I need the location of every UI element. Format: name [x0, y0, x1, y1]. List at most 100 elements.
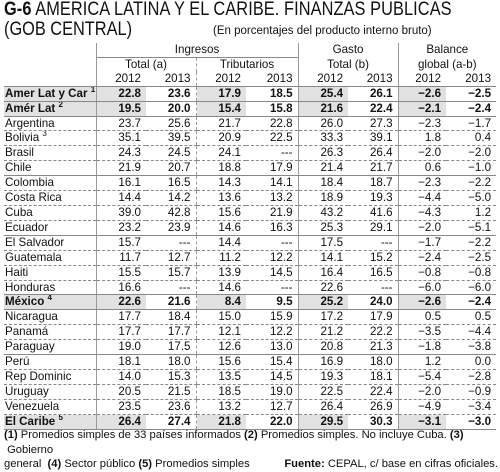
table-cell: 1.8 — [397, 130, 447, 147]
table-cell: 25.6 — [146, 116, 196, 132]
table-cell: 29.5 — [297, 414, 349, 430]
table-cell: −2.3 — [397, 175, 447, 192]
table-cell: 15.0 — [195, 309, 246, 326]
table-cell: −2.0 — [397, 145, 447, 162]
table-cell: 0.5 — [446, 309, 497, 326]
table-cell: −4.4 — [397, 190, 447, 206]
table-cell: 14.1 — [246, 175, 299, 192]
table-cell: 8.4 — [195, 294, 246, 311]
table-cell: 21.9 — [246, 205, 299, 221]
figure-title: G-6 AMERICA LATINA Y EL CARIBE. FINANZAS… — [4, 0, 452, 20]
table-cell: 14.0 — [95, 369, 146, 385]
table-cell: 39.0 — [95, 205, 146, 221]
table-cell: 16.4 — [297, 265, 349, 281]
table-cell: −3.5 — [397, 324, 447, 341]
table-row: Colombia 16.1 16.5 14.3 14.1 18.4 18.7 −2.3 −2.2 — [4, 175, 497, 192]
table-cell: 26.3 — [297, 145, 349, 162]
table-row: Perú 18.1 18.0 15.6 15.4 16.9 18.0 1.2 0.0 — [4, 354, 497, 370]
table-row: Honduras 16.6 --- 14.6 --- 22.6 --- −6.0 −6.0 — [4, 280, 497, 296]
table-cell: 15.9 — [246, 309, 299, 326]
table-cell: --- — [348, 235, 399, 251]
table-row: Paraguay 19.0 17.5 12.6 13.0 20.8 21.3 −1.8 −3.8 — [4, 339, 497, 356]
table-cell: 13.2 — [195, 399, 246, 415]
table-cell: 30.3 — [348, 414, 399, 430]
table-cell: −3.0 — [446, 414, 497, 430]
year-header: 2012 — [95, 71, 146, 87]
table-cell: 18.1 — [348, 369, 399, 385]
table-cell: 23.2 — [95, 220, 146, 236]
table-cell: 21.6 — [297, 101, 349, 117]
table-cell: 26.4 — [95, 414, 146, 430]
table-cell: 20.0 — [146, 101, 196, 117]
table-row: Nicaragua 17.7 18.4 15.0 15.9 17.2 17.9 0.5 0.5 — [4, 309, 497, 326]
table-cell: 23.7 — [95, 116, 146, 132]
table-row: El Salvador 15.7 --- 14.4 --- 17.5 --- −1.7 −2.2 — [4, 235, 497, 251]
table-cell: 16.1 — [95, 175, 146, 192]
table-cell: −3.8 — [446, 339, 497, 356]
table-cell: 20.7 — [146, 160, 196, 177]
table-cell: 15.2 — [348, 250, 399, 266]
table-cell: −2.1 — [397, 101, 447, 117]
table-cell: 15.4 — [246, 354, 299, 370]
table-cell: 21.5 — [146, 384, 196, 400]
table-cell: 12.7 — [246, 399, 299, 415]
table-cell: 22.6 — [297, 280, 349, 296]
units-subtitle: (En porcentajes del producto interno bru… — [213, 25, 432, 37]
table-cell: 14.2 — [146, 190, 196, 206]
table-cell: 16.3 — [246, 220, 299, 236]
table-cell: 12.2 — [246, 324, 299, 341]
table-cell: 0.5 — [397, 309, 447, 326]
table-cell: 26.9 — [348, 399, 399, 415]
table-cell: −2.5 — [446, 250, 497, 266]
table-row: Amer Lat y Car 1 22.8 23.6 17.9 18.5 25.4 26.1… — [4, 86, 497, 102]
table-cell: 18.4 — [146, 309, 196, 326]
table-cell: 21.7 — [348, 160, 399, 177]
table-cell: 20.9 — [195, 130, 246, 147]
table-body: Amer Lat y Car 1 22.8 23.6 17.9 18.5 25.4 26.1… — [4, 86, 497, 430]
footnotes: (1) Promedios simples de 33 países infor… — [4, 428, 498, 472]
table-cell: 42.8 — [146, 205, 196, 221]
table-cell: 16.9 — [297, 354, 349, 370]
table-cell: 24.5 — [146, 145, 196, 162]
header-balance-sub: global (a-b) — [397, 57, 497, 72]
table-row: Ecuador 23.2 23.9 14.6 16.3 25.3 29.1 −2.0 −5.1 — [4, 220, 497, 236]
table-cell: −5.4 — [397, 369, 447, 385]
table-cell: −6.0 — [446, 280, 497, 296]
table-cell: −1.7 — [397, 235, 447, 251]
table-cell: 17.7 — [146, 324, 196, 341]
country-name: Paraguay — [4, 339, 96, 356]
table-cell: 12.7 — [146, 250, 196, 266]
table-cell: 18.4 — [297, 175, 349, 192]
table-cell: 14.6 — [195, 280, 246, 296]
table-cell: 16.5 — [146, 175, 196, 192]
table-cell: 19.3 — [297, 369, 349, 385]
table-cell: 16.5 — [348, 265, 399, 281]
table-row: Cuba 39.0 42.8 15.6 21.9 43.2 41.6 −4.3 1.2 — [4, 205, 497, 221]
table-cell: 19.0 — [246, 384, 299, 400]
table-cell: 21.2 — [297, 324, 349, 341]
table-cell: 15.5 — [95, 265, 146, 281]
table-cell: 15.3 — [146, 369, 196, 385]
table-cell: 24.1 — [195, 145, 246, 162]
year-header: 2013 — [246, 71, 299, 87]
table-cell: 35.1 — [95, 130, 146, 147]
table-row: Haiti 15.5 15.7 13.9 14.5 16.4 16.5 −0.8 −0.8 — [4, 265, 497, 281]
table-cell: 22.5 — [297, 384, 349, 400]
table-cell: --- — [246, 280, 299, 296]
table-cell: 25.3 — [297, 220, 349, 236]
finance-table: Ingresos Gasto Balance Total (a) Tributa… — [4, 43, 497, 430]
country-name: Guatemala — [4, 250, 96, 266]
table-cell: 11.2 — [195, 250, 246, 266]
table-cell: 13.0 — [246, 339, 299, 356]
table-cell: −2.0 — [397, 220, 447, 236]
footnote-marker: 5 — [58, 414, 63, 422]
table-cell: 17.9 — [348, 309, 399, 326]
country-name: El Caribe 5 — [4, 414, 96, 430]
country-name: Bolivia 3 — [4, 130, 96, 147]
table-cell: 14.3 — [195, 175, 246, 192]
table-cell: 1.2 — [446, 205, 497, 221]
footnote-marker: 4 — [47, 294, 52, 303]
table-cell: −0.9 — [446, 384, 497, 400]
table-cell: −2.8 — [446, 369, 497, 385]
year-header: 2013 — [348, 71, 399, 87]
